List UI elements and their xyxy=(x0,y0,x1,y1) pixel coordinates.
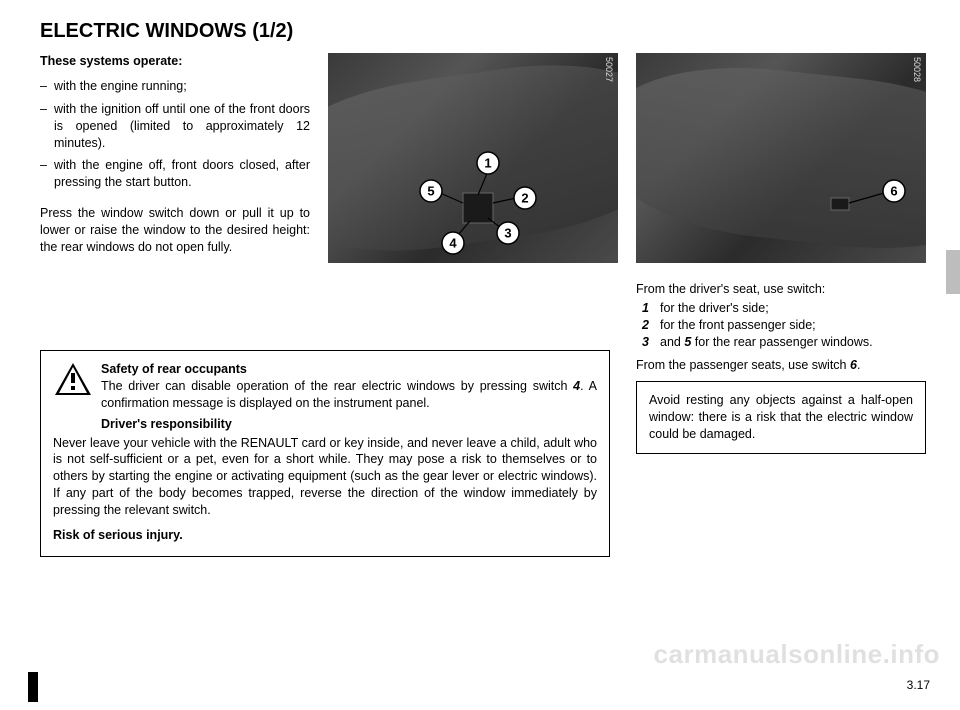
callout-overlay: 6 xyxy=(636,53,926,263)
operate-list: with the engine running; with the igniti… xyxy=(40,78,310,197)
switch xyxy=(831,198,849,210)
callout-5: 5 xyxy=(420,180,442,202)
callout-6: 6 xyxy=(883,180,905,202)
watermark: carmanualsonline.info xyxy=(654,639,940,670)
spacer xyxy=(636,263,926,281)
list-item: with the engine off, front doors closed,… xyxy=(40,157,310,191)
title-main: ELECTRIC WINDOWS xyxy=(40,20,247,42)
svg-text:1: 1 xyxy=(484,156,491,171)
list-item: with the ignition off until one of the f… xyxy=(40,101,310,152)
column-right: 50028 6 From the driver's seat, use swit… xyxy=(636,53,926,454)
intro-heading: These systems operate: xyxy=(40,53,310,70)
tip-box: Avoid resting any objects against a half… xyxy=(636,381,926,454)
driver-seat-intro: From the driver's seat, use switch: xyxy=(636,281,926,298)
list-item: 2for the front passenger side; xyxy=(636,317,926,334)
callout-line xyxy=(493,198,516,203)
callout-line xyxy=(849,193,884,203)
page-title: ELECTRIC WINDOWS (1/2) xyxy=(40,20,930,43)
list-item: 1for the driver's side; xyxy=(636,300,926,317)
warning-heading-2: Driver's responsibility xyxy=(101,416,597,433)
side-tab xyxy=(946,250,960,294)
list-item: 3and 5 for the rear passenger windows. xyxy=(636,334,926,351)
callout-4: 4 xyxy=(442,232,464,254)
callout-2: 2 xyxy=(514,187,536,209)
photo-driver-switches: 50027 1 2 3 4 5 xyxy=(328,53,618,263)
warning-icon xyxy=(53,361,93,397)
svg-text:3: 3 xyxy=(504,226,511,241)
warning-box: Safety of rear occupants The driver can … xyxy=(40,350,610,557)
passenger-seat-line: From the passenger seats, use switch 6. xyxy=(636,357,926,374)
callout-3: 3 xyxy=(497,222,519,244)
list-item: with the engine running; xyxy=(40,78,310,95)
tip-text: Avoid resting any objects against a half… xyxy=(649,393,913,441)
svg-text:2: 2 xyxy=(521,191,528,206)
title-part: (1/2) xyxy=(252,20,293,42)
warning-risk: Risk of serious injury. xyxy=(53,527,597,544)
svg-text:5: 5 xyxy=(427,184,434,199)
callout-1: 1 xyxy=(477,152,499,174)
svg-text:6: 6 xyxy=(890,184,897,199)
photo-passenger-switch: 50028 6 xyxy=(636,53,926,263)
page: ELECTRIC WINDOWS (1/2) These systems ope… xyxy=(0,0,960,710)
crop-mark xyxy=(28,672,38,702)
svg-text:4: 4 xyxy=(449,236,457,251)
switch-list: 1for the driver's side; 2for the front p… xyxy=(636,300,926,351)
page-number: 3.17 xyxy=(907,678,930,692)
callout-overlay: 1 2 3 4 5 xyxy=(328,53,618,263)
usage-paragraph: Press the window switch down or pull it … xyxy=(40,205,310,256)
warning-body: Never leave your vehicle with the RENAUL… xyxy=(53,435,597,519)
callout-line xyxy=(440,193,463,203)
warning-heading-1: Safety of rear occupants The driver can … xyxy=(53,361,597,412)
